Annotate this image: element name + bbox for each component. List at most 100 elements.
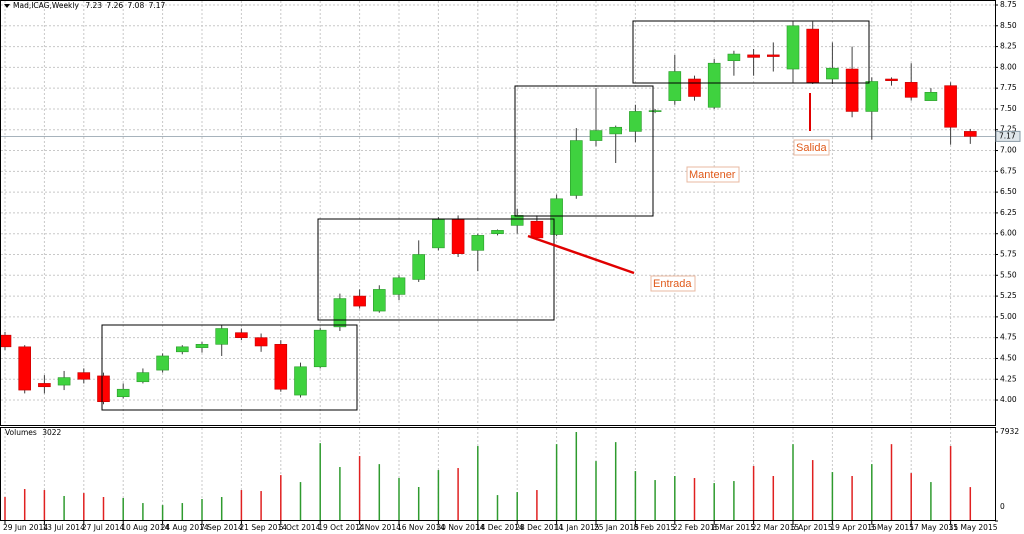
- range-box: [101, 324, 358, 411]
- x-tick-label: 8 Mar 2015: [712, 523, 755, 532]
- y-tick-label: 7.50: [1000, 104, 1017, 113]
- y-tick-label: 7.25: [1000, 125, 1017, 134]
- candle-body: [471, 235, 485, 251]
- candle-body: [747, 54, 760, 58]
- candle-body: [845, 68, 859, 112]
- candle-body: [826, 67, 839, 80]
- y-tick-label: 7.00: [1000, 146, 1017, 155]
- range-box: [632, 20, 870, 84]
- y-tick-label: 6.00: [1000, 229, 1017, 238]
- y-tick-label: 8.25: [1000, 42, 1017, 51]
- x-tick-label: 2 Nov 2014: [358, 523, 401, 532]
- candle-body: [136, 372, 150, 383]
- candle-body: [609, 126, 623, 135]
- candle-body: [392, 277, 406, 295]
- y-tick-label: 7.75: [1000, 83, 1017, 92]
- x-tick-label: 13 Jul 2014: [42, 523, 85, 532]
- range-box: [317, 218, 555, 321]
- candle-body: [569, 140, 583, 196]
- x-tick-label: 8 Feb 2015: [633, 523, 675, 532]
- last-volume: 3022: [42, 428, 61, 437]
- candle-body: [18, 346, 32, 391]
- candle-body: [885, 78, 898, 81]
- y-tick-label: 5.50: [1000, 270, 1017, 279]
- candle-body: [727, 53, 741, 62]
- candle-body: [176, 346, 189, 353]
- x-tick-label: 22 Mar 2015: [752, 523, 800, 532]
- y-tick-label: 4.50: [1000, 353, 1017, 362]
- y-tick-label: 8.50: [1000, 21, 1017, 30]
- candle-body: [77, 372, 91, 380]
- x-tick-label: 16 Nov 2014: [397, 523, 445, 532]
- candle-body: [313, 329, 327, 368]
- annotation-box: [686, 166, 740, 183]
- candle-body: [786, 25, 800, 70]
- x-tick-label: 27 Jul 2014: [82, 523, 125, 532]
- candle-body: [116, 388, 130, 398]
- candle-body: [57, 377, 71, 386]
- candle-body: [806, 28, 820, 83]
- x-tick-label: 7 Sep 2014: [200, 523, 243, 532]
- candle-body: [97, 375, 110, 403]
- menu-icon[interactable]: [4, 4, 10, 8]
- candle-body: [668, 71, 682, 101]
- price-label-box: [995, 130, 1021, 142]
- candle-body: [924, 92, 938, 101]
- candle-body: [372, 289, 386, 312]
- annotation-box: [793, 139, 830, 156]
- last-low: 7.08: [128, 1, 145, 10]
- candle-body: [510, 215, 524, 226]
- candle-body: [156, 355, 169, 371]
- last-open: 7.23: [85, 1, 102, 10]
- annotation-text: Mantener: [689, 169, 736, 181]
- y-tick-label: 4.25: [1000, 374, 1017, 383]
- y-tick-label: 6.25: [1000, 208, 1017, 217]
- x-tick-label: 17 May 2015: [909, 523, 958, 532]
- candle-body: [629, 111, 642, 132]
- y-tick-label: 6.75: [1000, 166, 1017, 175]
- candle-body: [235, 332, 248, 338]
- chart-title: Mad,ICAG,Weekly 7.23 7.26 7.08 7.17: [13, 1, 166, 10]
- x-tick-label: 24 Aug 2014: [161, 523, 209, 532]
- x-tick-label: 21 Sep 2014: [239, 523, 287, 532]
- x-tick-label: 14 Dec 2014: [476, 523, 524, 532]
- candle-body: [766, 54, 780, 57]
- price-label: 7.17: [999, 131, 1016, 140]
- annotation-box: [650, 275, 696, 292]
- candle-body: [274, 344, 288, 390]
- y-tick-label: 8.00: [1000, 62, 1017, 71]
- volume-label: Volumes: [5, 428, 37, 437]
- annotation-text: Entrada: [653, 278, 692, 290]
- x-tick-label: 19 Apr 2015: [830, 523, 877, 532]
- candle-body: [648, 110, 662, 112]
- candle-body: [865, 81, 879, 112]
- x-tick-label: 11 Jan 2015: [555, 523, 600, 532]
- candle-body: [688, 78, 701, 97]
- candle-body: [707, 62, 721, 108]
- candle-body: [195, 344, 209, 348]
- y-tick-label: 8.75: [1000, 0, 1017, 9]
- x-tick-label: 29 Jun 2014: [3, 523, 48, 532]
- last-high: 7.26: [106, 1, 123, 10]
- x-tick-label: 5 Oct 2014: [279, 523, 321, 532]
- candle-body: [254, 337, 268, 347]
- entry-arrow: [527, 234, 635, 275]
- range-box: [514, 85, 654, 217]
- candle-body: [944, 85, 957, 128]
- candle-body: [0, 334, 12, 348]
- y-tick-label: 4.75: [1000, 333, 1017, 342]
- y-tick-label: 4.00: [1000, 395, 1017, 404]
- candle-body: [451, 219, 465, 254]
- y-tick-label: 6.50: [1000, 187, 1017, 196]
- volume-frame: [0, 427, 996, 521]
- annotation: Mantener: [686, 166, 740, 183]
- volume-title: Volumes 3022: [5, 428, 62, 437]
- candle-body: [333, 298, 347, 328]
- volume-tick-label: 7932: [1000, 427, 1019, 436]
- x-tick-label: 22 Feb 2015: [673, 523, 720, 532]
- x-tick-label: 30 Nov 2014: [436, 523, 484, 532]
- x-tick-label: 3 May 2015: [870, 523, 914, 532]
- candle-body: [589, 130, 603, 141]
- candle-body: [530, 220, 544, 239]
